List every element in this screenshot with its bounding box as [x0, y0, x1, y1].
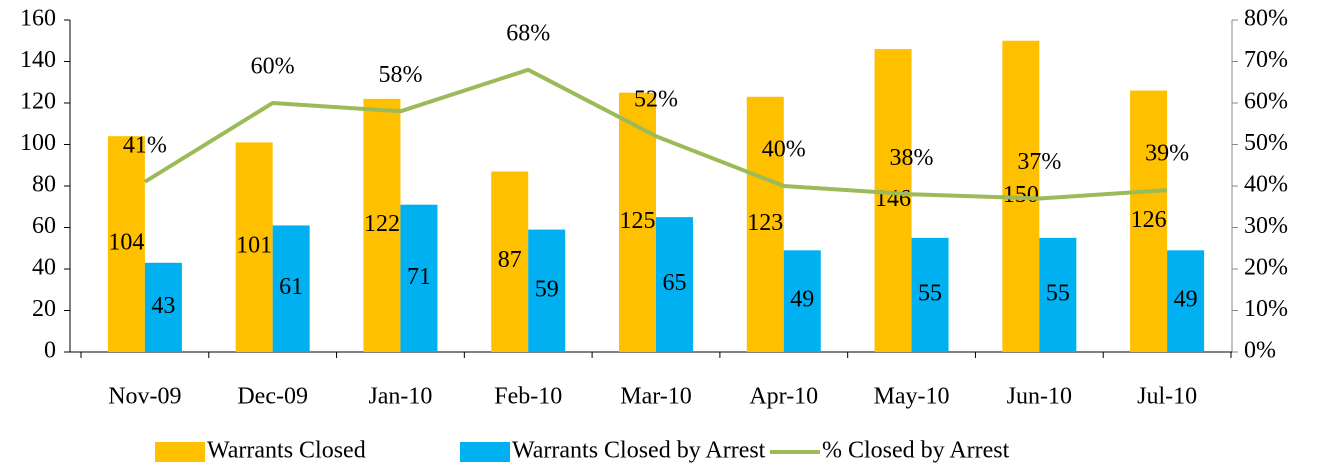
legend-swatch [460, 442, 510, 462]
y-tick-label: 0 [44, 338, 56, 364]
line-label: 68% [506, 20, 550, 46]
bar-label: 71 [407, 264, 431, 290]
y2-tick-label: 0% [1244, 338, 1276, 364]
y-tick-label: 100 [20, 130, 56, 156]
line [143, 67, 1168, 201]
bar [1167, 250, 1205, 352]
line-label: 41% [123, 132, 167, 158]
y2-tick-label: 70% [1244, 47, 1288, 73]
bar-label: 55 [918, 280, 942, 306]
y-tick-label: 160 [20, 6, 56, 32]
y2-tick-label: 10% [1244, 296, 1288, 322]
bar [363, 98, 401, 352]
bar [491, 171, 529, 352]
bar-label: 43 [151, 293, 175, 319]
x-tick-label: Jul-10 [1137, 384, 1197, 410]
x-tick-label: Mar-10 [620, 384, 692, 410]
line-label: 38% [890, 145, 934, 171]
line-label: 40% [762, 137, 806, 163]
line-label: 37% [1017, 149, 1061, 175]
y-tick-label: 20 [32, 296, 56, 322]
bar [272, 225, 310, 352]
x-tick-label: Nov-09 [108, 384, 181, 410]
legend-label: Warrants Closed by Arrest [512, 438, 766, 464]
bar [107, 136, 145, 352]
bar-label: 101 [236, 233, 272, 259]
bar-label: 55 [1046, 280, 1070, 306]
x-tick-label: Apr-10 [749, 384, 818, 410]
bar-label: 146 [875, 186, 911, 212]
bar [400, 204, 438, 352]
bar [911, 237, 949, 352]
x-tick-label: Jun-10 [1007, 384, 1072, 410]
bar-label: 123 [747, 210, 783, 236]
bar-label: 126 [1131, 207, 1167, 233]
bar [235, 142, 273, 352]
bar-label: 122 [364, 211, 400, 237]
y2-tick-label: 60% [1244, 89, 1288, 115]
bar [783, 250, 821, 352]
legend-swatch [155, 442, 205, 462]
legend-label: % Closed by Arrest [822, 438, 1010, 464]
bar [1130, 90, 1168, 353]
line-label: 60% [251, 54, 295, 80]
line-label: 39% [1145, 141, 1189, 167]
bar-label: 61 [279, 274, 303, 300]
bar-label: 104 [108, 230, 144, 256]
bar-label: 87 [498, 247, 522, 273]
bar [528, 229, 566, 352]
line-label: 52% [634, 87, 678, 113]
y2-tick-label: 40% [1244, 172, 1288, 198]
bar [656, 217, 693, 352]
bar [746, 96, 784, 353]
legend-label: Warrants Closed [207, 438, 366, 464]
bar-label: 65 [663, 270, 687, 296]
line-label: 58% [378, 62, 422, 88]
bar [1039, 237, 1077, 352]
y2-tick-label: 50% [1244, 130, 1288, 156]
bar-label: 59 [535, 276, 559, 302]
bar-label: 125 [620, 208, 656, 234]
bar [874, 49, 912, 353]
y2-tick-label: 80% [1244, 6, 1288, 32]
x-tick-label: Jan-10 [368, 384, 432, 410]
bar [619, 92, 656, 352]
bar-label: 49 [790, 287, 814, 313]
x-tick-label: May-10 [874, 384, 950, 410]
x-tick-label: Dec-09 [237, 384, 308, 410]
y2-tick-label: 20% [1244, 255, 1288, 281]
y-tick-label: 140 [20, 47, 56, 73]
y-tick-label: 80 [32, 172, 56, 198]
y-tick-label: 60 [32, 213, 56, 239]
y2-tick-label: 30% [1244, 213, 1288, 239]
y-tick-label: 40 [32, 255, 56, 281]
y-tick-label: 120 [20, 89, 56, 115]
bar [144, 262, 182, 352]
x-tick-label: Feb-10 [494, 384, 562, 410]
bar-label: 150 [1003, 182, 1039, 208]
bar-label: 49 [1174, 287, 1198, 313]
